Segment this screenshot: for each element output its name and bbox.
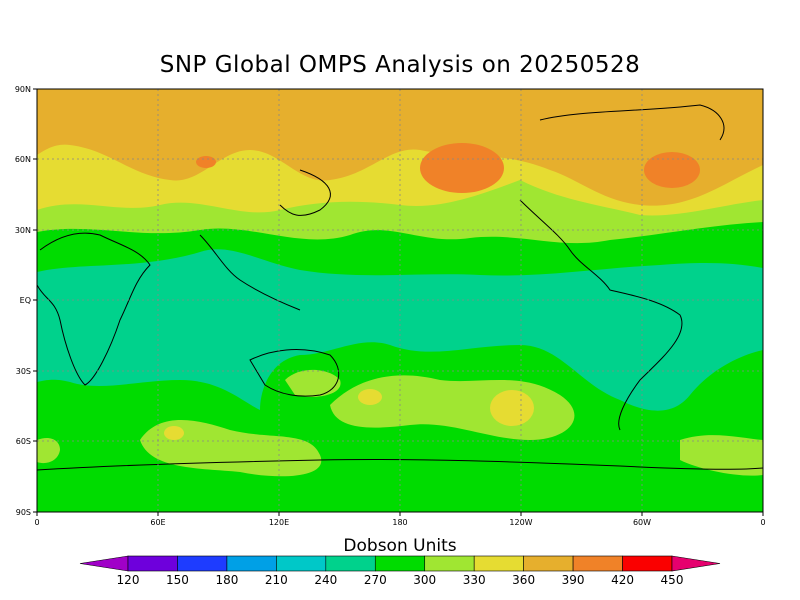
colorbar-swatch bbox=[424, 555, 475, 572]
colorbar-swatch bbox=[523, 555, 574, 572]
colorbar-swatch bbox=[177, 555, 228, 572]
colorbar-label: 150 bbox=[166, 573, 189, 587]
colorbar-swatch bbox=[572, 555, 623, 572]
lat-tick-30n: 30N bbox=[15, 226, 31, 235]
lat-tick-60s: 60S bbox=[16, 437, 31, 446]
colorbar-label: 180 bbox=[215, 573, 238, 587]
colorbar-swatch bbox=[276, 555, 327, 572]
lon-tick-180: 180 bbox=[392, 518, 407, 527]
colorbar: 120 150 180 210 240 270 300 330 360 390 420 450 bbox=[79, 555, 721, 587]
colorbar-label: 210 bbox=[265, 573, 288, 587]
colorbar-swatch bbox=[622, 555, 673, 572]
lon-tick-60e: 60E bbox=[150, 518, 165, 527]
lon-tick-0-right: 0 bbox=[760, 518, 765, 527]
colorbar-label: 420 bbox=[611, 573, 634, 587]
colorbar-label: 120 bbox=[117, 573, 140, 587]
coastlines bbox=[37, 104, 763, 471]
lat-tick-30s: 30S bbox=[16, 367, 31, 376]
colorbar-swatch bbox=[473, 555, 524, 572]
lat-tick-eq: EQ bbox=[20, 296, 31, 305]
colorbar-swatch bbox=[127, 555, 178, 572]
map-title: SNP Global OMPS Analysis on 20250528 bbox=[159, 52, 641, 78]
colorbar-swatch bbox=[226, 555, 277, 572]
lon-tick-0-left: 0 bbox=[34, 518, 39, 527]
lon-tick-60w: 60W bbox=[633, 518, 651, 527]
colorbar-arrow-high bbox=[671, 555, 721, 572]
lon-tick-120w: 120W bbox=[509, 518, 532, 527]
lat-tick-60n: 60N bbox=[15, 155, 31, 164]
colorbar-arrow-low bbox=[79, 555, 129, 572]
colorbar-label: 390 bbox=[562, 573, 585, 587]
lon-tick-120e: 120E bbox=[269, 518, 289, 527]
colorbar-swatch bbox=[374, 555, 426, 572]
colorbar-label: 450 bbox=[661, 573, 684, 587]
tick-marks bbox=[33, 88, 764, 516]
colorbar-swatch bbox=[325, 555, 376, 572]
lat-tick-90s: 90S bbox=[16, 508, 31, 517]
colorbar-label: 300 bbox=[413, 573, 436, 587]
graticule bbox=[37, 89, 763, 512]
colorbar-label: 240 bbox=[314, 573, 337, 587]
colorbar-title: Dobson Units bbox=[343, 536, 457, 556]
colorbar-label: 360 bbox=[512, 573, 535, 587]
lat-tick-90n: 90N bbox=[15, 85, 31, 94]
colorbar-label: 270 bbox=[364, 573, 387, 587]
colorbar-label: 330 bbox=[463, 573, 486, 587]
